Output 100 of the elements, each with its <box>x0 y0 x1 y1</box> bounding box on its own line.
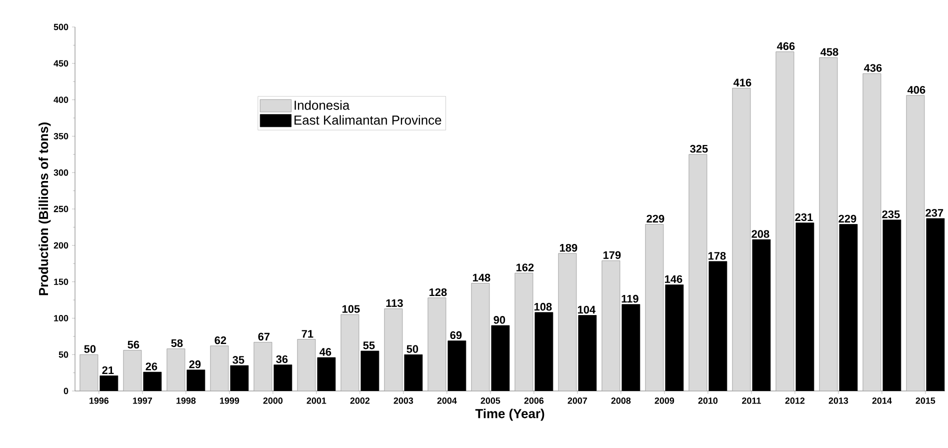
data-label: 58 <box>171 339 183 348</box>
bar <box>578 315 597 391</box>
y-tick-label: 500 <box>54 24 68 30</box>
bar <box>230 365 249 391</box>
bar <box>534 312 554 391</box>
data-label: 21 <box>102 366 114 374</box>
x-tick-label: 1996 <box>90 398 109 404</box>
x-tick-label: 2001 <box>306 398 326 404</box>
bar <box>752 239 771 391</box>
bar <box>796 222 814 391</box>
bar <box>340 314 360 391</box>
bar <box>514 272 534 391</box>
data-label: 406 <box>907 86 926 94</box>
x-tick-label: 2013 <box>828 398 848 404</box>
bar <box>558 253 577 391</box>
data-label: 128 <box>429 288 447 296</box>
data-label: 436 <box>864 64 882 72</box>
bar <box>186 370 206 391</box>
bar <box>862 73 882 391</box>
x-tick-label: 2005 <box>480 398 500 404</box>
bar <box>882 220 902 391</box>
data-label: 235 <box>882 210 900 218</box>
bar <box>100 375 118 391</box>
data-label: 56 <box>128 340 140 349</box>
data-label: 229 <box>838 214 856 223</box>
bar <box>926 218 945 391</box>
data-label: 208 <box>752 230 770 238</box>
data-label: 148 <box>472 274 490 282</box>
bar <box>210 346 229 391</box>
x-tick-label: 2000 <box>263 398 283 404</box>
data-label: 146 <box>664 275 682 283</box>
y-tick-label: 300 <box>54 169 68 176</box>
bar <box>622 304 640 391</box>
data-label: 229 <box>646 214 664 223</box>
bar <box>471 283 490 391</box>
bar <box>448 340 466 391</box>
data-label: 29 <box>189 360 201 368</box>
bar <box>906 95 925 391</box>
data-label: 36 <box>276 355 288 364</box>
bar <box>839 224 858 391</box>
bar <box>819 57 838 391</box>
y-tick-label: 0 <box>64 388 68 394</box>
x-tick-label: 2010 <box>698 398 718 404</box>
bar <box>254 342 272 391</box>
x-tick-label: 2003 <box>394 398 414 404</box>
data-label: 189 <box>560 244 578 252</box>
data-label: 231 <box>795 213 813 222</box>
legend-label: Indonesia <box>294 100 350 110</box>
x-tick-label: 2004 <box>437 398 457 404</box>
bar <box>360 350 380 391</box>
data-label: 90 <box>494 316 506 324</box>
y-tick-label: 50 <box>58 351 68 358</box>
data-label: 104 <box>578 306 596 314</box>
data-label: 237 <box>926 208 944 217</box>
bar <box>123 350 142 391</box>
bar <box>491 325 510 391</box>
bar <box>665 284 684 391</box>
x-tick-label: 2015 <box>916 398 936 404</box>
data-label: 50 <box>406 345 418 353</box>
y-tick-label: 150 <box>54 278 68 285</box>
x-tick-label: 1997 <box>133 398 152 404</box>
data-label: 108 <box>534 302 552 311</box>
y-tick-label: 450 <box>54 60 68 67</box>
x-tick-label: 2002 <box>350 398 370 404</box>
data-label: 35 <box>232 356 244 364</box>
legend-label: East Kalimantan Province <box>294 115 442 125</box>
bar <box>602 260 620 391</box>
bar <box>384 308 403 391</box>
y-tick-label: 200 <box>54 242 68 249</box>
x-axis-title: Time (Year) <box>475 408 544 421</box>
y-tick-label: 400 <box>54 96 68 103</box>
data-label: 179 <box>603 251 621 259</box>
y-tick-label: 350 <box>54 133 68 140</box>
data-label: 416 <box>733 78 752 86</box>
data-label: 26 <box>146 362 158 370</box>
data-label: 119 <box>622 294 638 303</box>
x-tick-label: 2007 <box>568 398 588 404</box>
bar <box>80 354 98 391</box>
bar <box>428 298 446 391</box>
bar <box>404 354 423 391</box>
bar <box>732 88 751 391</box>
data-label: 55 <box>363 342 375 350</box>
x-tick-label: 2008 <box>611 398 631 404</box>
y-tick-label: 100 <box>54 315 68 322</box>
data-label: 67 <box>258 332 270 341</box>
data-label: 466 <box>776 42 795 50</box>
data-label: 162 <box>516 264 534 272</box>
bar <box>776 52 794 391</box>
data-label: 46 <box>320 348 332 356</box>
x-tick-label: 2011 <box>742 398 761 404</box>
x-tick-label: 2012 <box>785 398 805 404</box>
bar <box>274 364 292 391</box>
bar <box>297 339 316 391</box>
bar <box>708 261 728 391</box>
data-label: 50 <box>84 345 96 353</box>
bar <box>166 348 186 391</box>
bar <box>143 372 162 391</box>
x-tick-label: 2009 <box>654 398 674 404</box>
y-tick-label: 250 <box>54 206 68 212</box>
data-label: 69 <box>450 331 462 340</box>
